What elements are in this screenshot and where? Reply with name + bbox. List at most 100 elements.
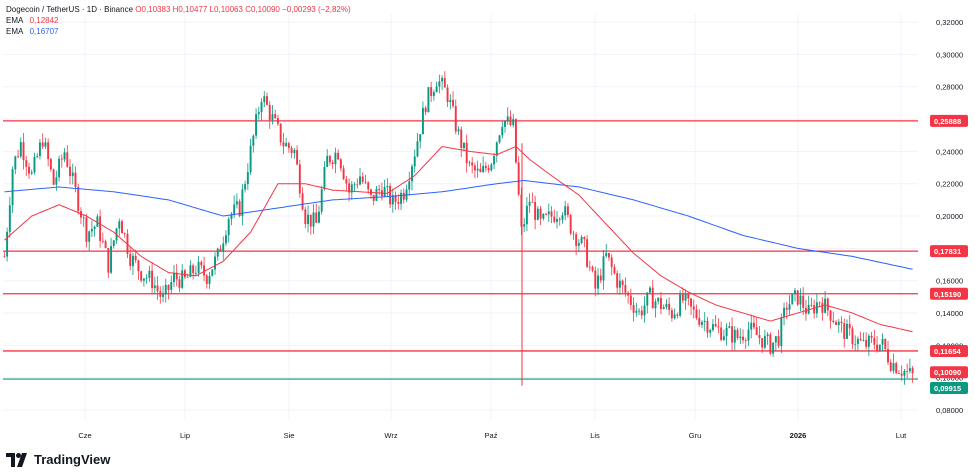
chart-grid: [3, 14, 918, 420]
candle-body: [744, 340, 747, 342]
symbol-title[interactable]: Dogecoin / TetherUS · 1D · Binance: [6, 5, 134, 14]
candle-body: [142, 278, 145, 281]
candle-body: [536, 208, 539, 220]
price-tags: 0,25888 0,17831 0,15190 0,11654 0,10090 0,099…: [930, 114, 968, 395]
candle-body: [501, 126, 504, 136]
candle-body: [490, 164, 493, 171]
candle-body: [531, 201, 534, 203]
candle-body: [411, 166, 413, 182]
level-tag-label: 0,17831: [934, 247, 961, 256]
candle-body: [906, 370, 909, 372]
candle-body: [725, 327, 728, 337]
candle-body: [285, 143, 288, 147]
candle-body: [605, 253, 608, 257]
candle-body: [14, 156, 17, 170]
level-tag: [930, 287, 968, 300]
candle-body: [854, 343, 857, 345]
candle-body: [556, 219, 558, 222]
candle-body: [140, 271, 143, 281]
candle-body: [421, 107, 424, 135]
candle-body: [714, 324, 717, 327]
candle-body: [255, 114, 258, 136]
x-tick-label: Lip: [180, 431, 190, 440]
candle-body: [794, 290, 796, 295]
candle-body: [192, 265, 195, 274]
candle-body: [211, 269, 214, 276]
last-price-tag: [930, 366, 968, 379]
candle-body: [870, 335, 873, 338]
candle-body: [772, 342, 775, 354]
close-value: C0,10090: [245, 5, 280, 14]
legend-ohlc-row: Dogecoin / TetherUS · 1D · Binance O0,10…: [6, 4, 351, 15]
candle-body: [468, 162, 471, 164]
y-tick-label: 0,22000: [936, 180, 963, 189]
candle-body: [774, 336, 777, 343]
candle-body: [479, 168, 482, 173]
low-value: L0,10063: [209, 5, 243, 14]
candle-body: [780, 317, 783, 347]
candle-body: [263, 96, 266, 103]
candle-body: [547, 211, 550, 215]
candle-body: [244, 184, 247, 190]
candle-body: [90, 229, 93, 232]
candle-body: [241, 189, 244, 216]
candle-body: [443, 78, 446, 88]
candle-body: [134, 255, 137, 261]
candle-body: [742, 336, 744, 341]
candle-body: [673, 314, 676, 319]
candle-body: [791, 294, 794, 305]
candle-body: [58, 158, 61, 178]
candle-body: [101, 240, 104, 242]
candle-body: [214, 256, 216, 270]
legend-ema-slow-row[interactable]: EMA 0,16707: [6, 26, 351, 37]
candle-body: [408, 181, 411, 190]
candle-body: [534, 201, 537, 220]
candle-body: [629, 295, 632, 305]
candle-body: [386, 185, 389, 188]
open-value: O0,10383: [135, 5, 171, 14]
candle-body: [627, 292, 630, 296]
candle-body: [706, 320, 709, 333]
candle-body: [208, 275, 211, 284]
candle-body: [586, 239, 589, 267]
candle-body: [402, 192, 405, 200]
horizontal-levels: [3, 120, 918, 386]
candle-body: [821, 302, 824, 313]
candle-body: [783, 307, 786, 318]
candle-body: [416, 141, 419, 157]
candle-body: [400, 192, 403, 204]
candle-body: [495, 142, 498, 156]
candle-body: [378, 189, 381, 191]
candle-body: [826, 298, 829, 311]
candle-body: [657, 297, 660, 302]
level-tag-label: 0,11654: [934, 347, 962, 356]
candle-body: [279, 123, 282, 143]
ema-fast-value: 0,12842: [29, 16, 59, 25]
candle-body: [175, 272, 178, 280]
x-tick-label: Cze: [78, 431, 91, 440]
candle-body: [391, 195, 394, 205]
candle-body: [900, 373, 903, 376]
candle-body: [93, 226, 96, 230]
candle-body: [246, 172, 249, 185]
candle-body: [36, 156, 39, 157]
candle-body: [876, 344, 879, 351]
candle-body: [572, 233, 575, 235]
candle-body: [665, 303, 668, 308]
candle-body: [110, 245, 113, 273]
candle-body: [887, 349, 889, 363]
candle-body: [835, 322, 837, 326]
candle-body: [320, 189, 323, 212]
candle-body: [643, 305, 646, 316]
tradingview-logo[interactable]: TradingView: [6, 452, 110, 467]
candle-body: [695, 309, 698, 318]
candle-body: [892, 363, 895, 371]
candle-body: [843, 323, 846, 339]
candle-body: [561, 215, 564, 220]
candle-body: [167, 284, 170, 290]
candle-body: [662, 307, 665, 310]
candle-body: [235, 201, 238, 205]
candle-body: [558, 219, 561, 220]
legend-ema-fast-row[interactable]: EMA 0,12842: [6, 15, 351, 26]
